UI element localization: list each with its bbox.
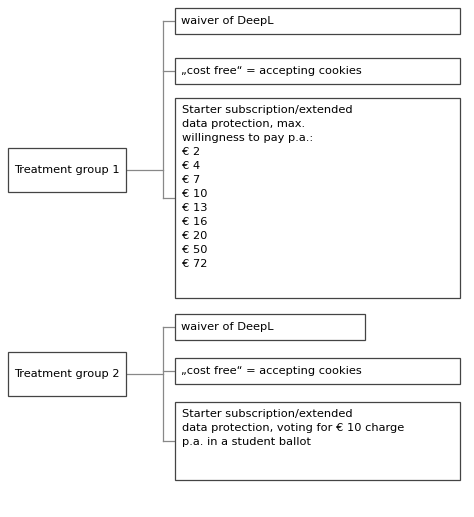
FancyBboxPatch shape	[175, 8, 460, 34]
Text: Treatment group 2: Treatment group 2	[14, 369, 119, 379]
Text: Starter subscription/extended
data protection, max.
willingness to pay p.a.:
€ 2: Starter subscription/extended data prote…	[182, 105, 353, 269]
FancyBboxPatch shape	[175, 98, 460, 298]
Text: „cost free“ = accepting cookies: „cost free“ = accepting cookies	[181, 366, 362, 376]
FancyBboxPatch shape	[175, 314, 365, 340]
Text: waiver of DeepL: waiver of DeepL	[181, 16, 273, 26]
Text: Starter subscription/extended
data protection, voting for € 10 charge
p.a. in a : Starter subscription/extended data prote…	[182, 409, 404, 447]
Text: „cost free“ = accepting cookies: „cost free“ = accepting cookies	[181, 66, 362, 76]
FancyBboxPatch shape	[175, 58, 460, 84]
FancyBboxPatch shape	[8, 148, 126, 192]
Text: Treatment group 1: Treatment group 1	[14, 165, 119, 175]
FancyBboxPatch shape	[175, 402, 460, 480]
Text: waiver of DeepL: waiver of DeepL	[181, 322, 273, 332]
FancyBboxPatch shape	[8, 352, 126, 396]
FancyBboxPatch shape	[175, 358, 460, 384]
